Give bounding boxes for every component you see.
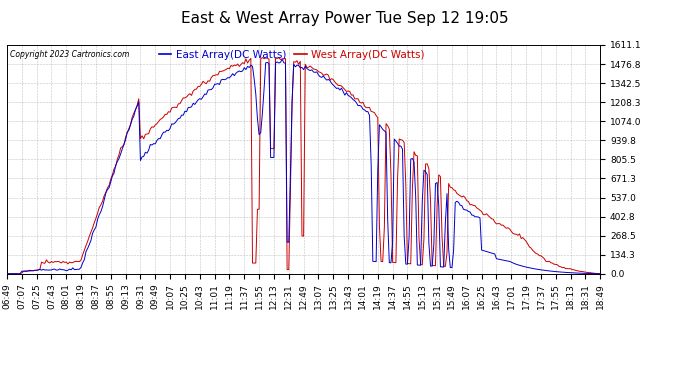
Text: East & West Array Power Tue Sep 12 19:05: East & West Array Power Tue Sep 12 19:05 [181, 11, 509, 26]
Legend: East Array(DC Watts), West Array(DC Watts): East Array(DC Watts), West Array(DC Watt… [155, 46, 428, 64]
Text: Copyright 2023 Cartronics.com: Copyright 2023 Cartronics.com [10, 50, 129, 58]
